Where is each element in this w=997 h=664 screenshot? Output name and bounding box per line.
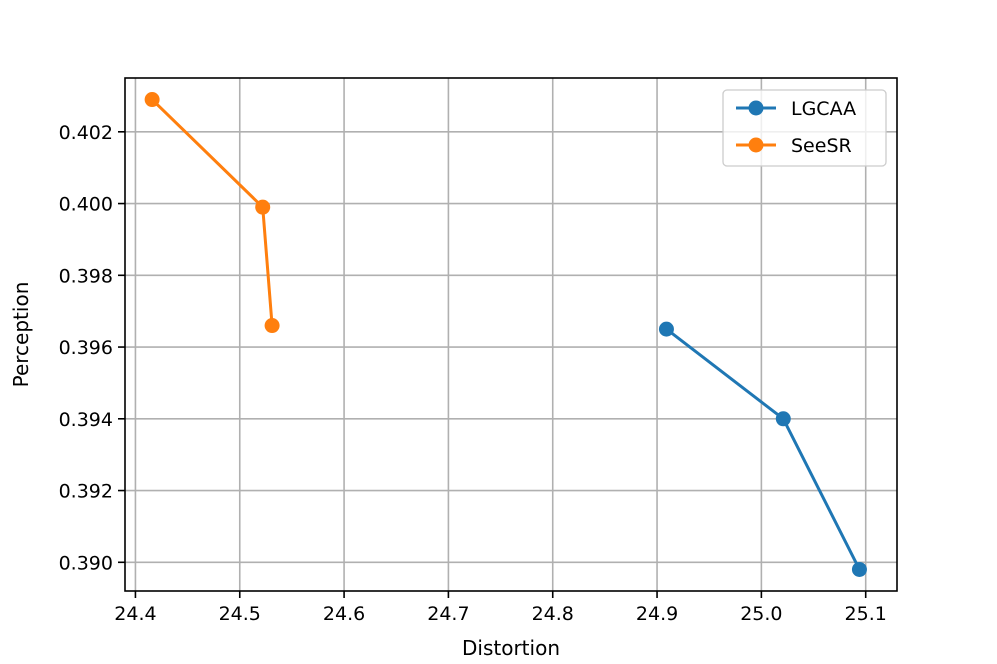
legend: LGCAA SeeSR xyxy=(722,89,887,167)
data-point-seesr xyxy=(144,92,160,108)
data-point-lgcaa xyxy=(851,561,867,577)
series-seesr xyxy=(144,92,280,334)
plot-frame xyxy=(124,77,898,592)
y-tick-label: 0.394 xyxy=(59,409,113,431)
legend-marker-lgcaa xyxy=(748,100,764,116)
x-tick-label: 24.6 xyxy=(323,603,365,625)
legend-marker-seesr xyxy=(748,137,764,153)
series-lgcaa xyxy=(658,321,867,577)
y-tick-label: 0.392 xyxy=(59,481,113,503)
axis-ticks: 24.4 24.5 24.6 24.7 24.8 24.9 25.0 25.1 0.390 0.3… xyxy=(59,122,887,625)
data-point-seesr xyxy=(264,318,280,334)
data-point-lgcaa xyxy=(658,321,674,337)
x-tick-label: 25.1 xyxy=(845,603,887,625)
y-tick-label: 0.390 xyxy=(59,552,113,574)
y-tick-label: 0.400 xyxy=(59,194,113,216)
y-tick-label: 0.396 xyxy=(59,337,113,359)
x-axis-label: Distortion xyxy=(462,636,560,660)
x-tick-label: 24.7 xyxy=(427,603,469,625)
x-tick-label: 24.9 xyxy=(636,603,678,625)
x-tick-label: 24.4 xyxy=(114,603,156,625)
x-tick-label: 24.5 xyxy=(219,603,261,625)
y-tick-label: 0.398 xyxy=(59,265,113,287)
y-axis-label: Perception xyxy=(9,282,33,388)
series-layer xyxy=(144,92,867,577)
data-point-lgcaa xyxy=(775,411,791,427)
legend-label-seesr: SeeSR xyxy=(791,135,852,157)
data-point-seesr xyxy=(255,199,271,215)
x-tick-label: 25.0 xyxy=(740,603,782,625)
x-tick-label: 24.8 xyxy=(532,603,574,625)
legend-label-lgcaa: LGCAA xyxy=(791,98,856,120)
y-tick-label: 0.402 xyxy=(59,122,113,144)
